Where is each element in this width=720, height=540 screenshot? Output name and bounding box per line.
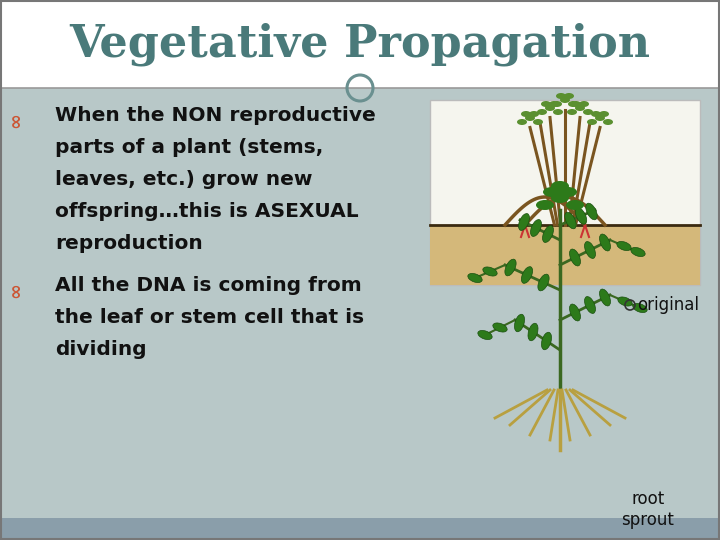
- Ellipse shape: [560, 97, 570, 103]
- Ellipse shape: [587, 119, 597, 125]
- Ellipse shape: [575, 208, 587, 224]
- Ellipse shape: [603, 119, 613, 125]
- Bar: [0, 518, 720, 540]
- Text: Vegetative Propagation: Vegetative Propagation: [70, 22, 650, 66]
- Text: ∞: ∞: [6, 112, 25, 129]
- Ellipse shape: [538, 274, 549, 291]
- Text: ∞: ∞: [6, 282, 25, 298]
- Ellipse shape: [551, 193, 569, 203]
- Bar: [430, 100, 700, 285]
- Ellipse shape: [579, 101, 589, 107]
- Ellipse shape: [492, 323, 507, 332]
- Ellipse shape: [570, 249, 580, 266]
- Text: root
sprout: root sprout: [621, 490, 675, 529]
- Text: leaves, etc.) grow new: leaves, etc.) grow new: [55, 170, 312, 189]
- Ellipse shape: [585, 241, 595, 259]
- Text: reproduction: reproduction: [55, 234, 203, 253]
- Ellipse shape: [571, 101, 581, 107]
- Ellipse shape: [633, 303, 647, 313]
- Ellipse shape: [536, 200, 554, 210]
- Ellipse shape: [567, 109, 577, 115]
- Ellipse shape: [541, 332, 552, 350]
- Ellipse shape: [529, 111, 539, 117]
- Ellipse shape: [564, 212, 576, 229]
- Ellipse shape: [543, 187, 561, 197]
- Ellipse shape: [483, 267, 498, 276]
- Ellipse shape: [533, 119, 543, 125]
- Ellipse shape: [570, 304, 580, 321]
- Ellipse shape: [585, 296, 595, 313]
- Text: All the DNA is coming from: All the DNA is coming from: [55, 276, 361, 295]
- Ellipse shape: [545, 105, 555, 111]
- Ellipse shape: [600, 234, 611, 251]
- Ellipse shape: [618, 297, 632, 306]
- Ellipse shape: [575, 105, 585, 111]
- Text: When the NON reproductive: When the NON reproductive: [55, 106, 376, 125]
- Ellipse shape: [617, 241, 631, 251]
- Ellipse shape: [537, 109, 547, 115]
- Ellipse shape: [549, 101, 559, 107]
- Ellipse shape: [595, 115, 605, 121]
- Ellipse shape: [505, 259, 516, 276]
- Ellipse shape: [478, 330, 492, 340]
- Ellipse shape: [517, 119, 527, 125]
- Ellipse shape: [543, 226, 554, 242]
- Ellipse shape: [566, 200, 584, 210]
- Text: dividing: dividing: [55, 340, 147, 359]
- Ellipse shape: [631, 247, 645, 256]
- Ellipse shape: [551, 181, 569, 191]
- Ellipse shape: [468, 273, 482, 282]
- Ellipse shape: [521, 111, 531, 117]
- Ellipse shape: [559, 187, 577, 197]
- Bar: [0, 0, 720, 88]
- Ellipse shape: [600, 289, 611, 306]
- Ellipse shape: [528, 323, 538, 341]
- Ellipse shape: [541, 101, 551, 107]
- Text: the leaf or stem cell that is: the leaf or stem cell that is: [55, 308, 364, 327]
- Bar: [430, 225, 700, 285]
- Ellipse shape: [552, 101, 562, 107]
- Text: original: original: [637, 296, 699, 314]
- Ellipse shape: [521, 267, 533, 284]
- Ellipse shape: [556, 93, 566, 99]
- Ellipse shape: [583, 109, 593, 115]
- Ellipse shape: [553, 109, 563, 115]
- Ellipse shape: [599, 111, 609, 117]
- Ellipse shape: [564, 93, 574, 99]
- Text: offspring…this is ASEXUAL: offspring…this is ASEXUAL: [55, 202, 359, 221]
- Ellipse shape: [515, 314, 524, 332]
- Ellipse shape: [591, 111, 601, 117]
- Ellipse shape: [568, 101, 578, 107]
- Ellipse shape: [586, 203, 597, 220]
- Ellipse shape: [531, 220, 541, 237]
- Ellipse shape: [518, 213, 529, 231]
- Text: parts of a plant (stems,: parts of a plant (stems,: [55, 138, 323, 157]
- Ellipse shape: [525, 115, 535, 121]
